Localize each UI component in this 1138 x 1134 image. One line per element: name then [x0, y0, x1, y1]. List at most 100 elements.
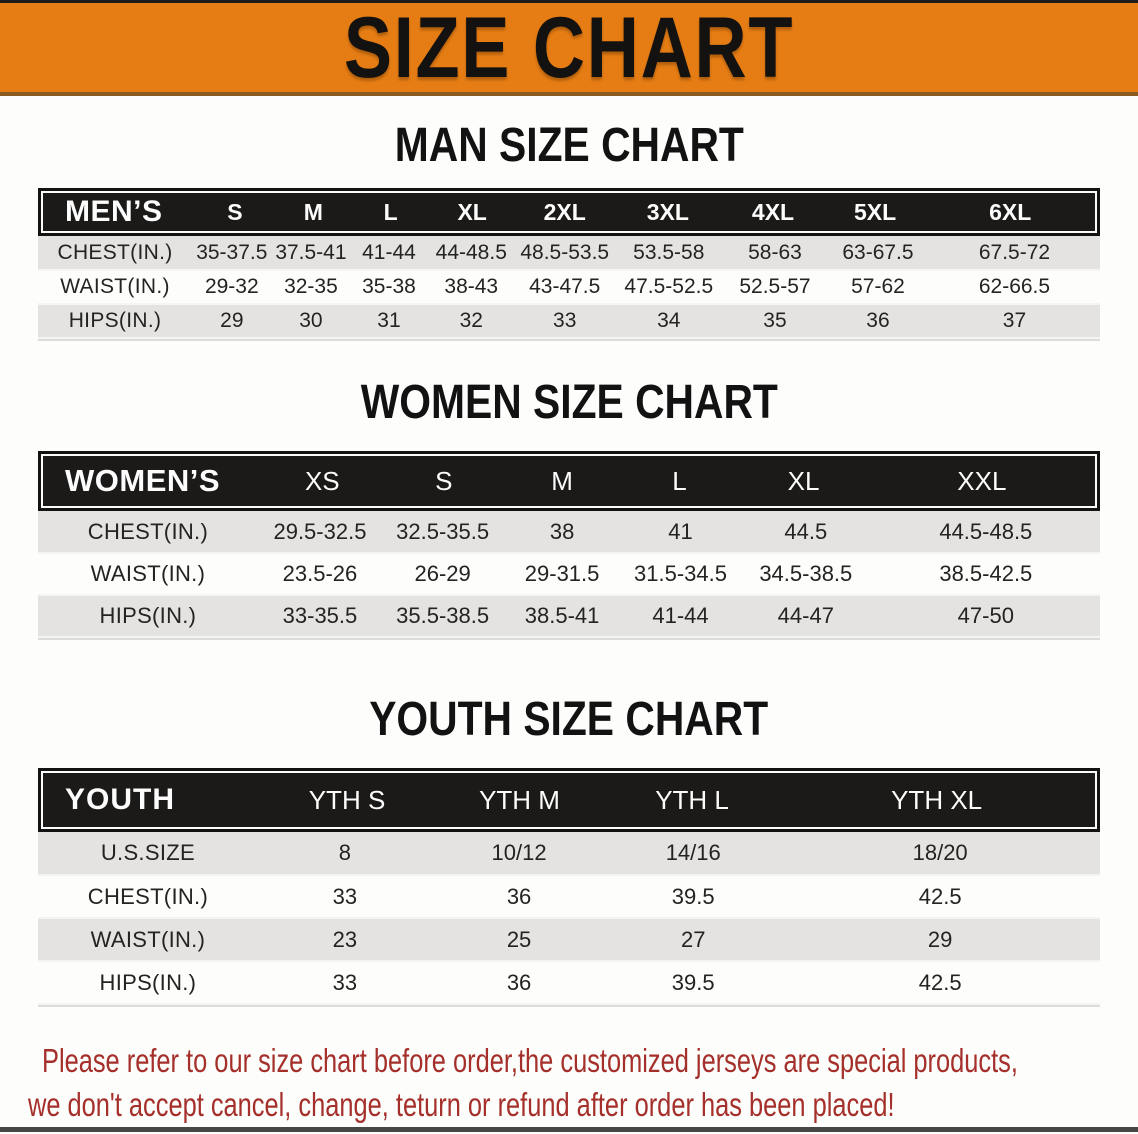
cell-value: 37	[928, 304, 1100, 338]
youth-table-row: WAIST(IN.) 23 25 27 29	[38, 918, 1100, 961]
youth-size-section: YOUTH SIZE CHART YOUTH YTH S YTH M YTH L YTH…	[0, 694, 1138, 1007]
disclaimer-line-1: Please refer to our size chart before or…	[28, 1039, 1138, 1083]
cell-value: 8	[257, 832, 432, 875]
youth-table-row: CHEST(IN.) 33 36 39.5 42.5	[38, 875, 1100, 918]
cell-value: 35-37.5	[192, 236, 272, 270]
cell-value: 44-47	[739, 595, 872, 637]
men-table-row: CHEST(IN.) 35-37.5 37.5-41 41-44 44-48.5 48.5…	[38, 236, 1100, 270]
youth-section-heading: YOUTH SIZE CHART	[0, 694, 1138, 746]
women-section-heading-text: WOMEN SIZE CHART	[360, 376, 778, 429]
youth-section-heading-text: YOUTH SIZE CHART	[369, 693, 769, 746]
cell-value: 42.5	[780, 875, 1100, 918]
women-size-column-header: XXL	[957, 465, 1007, 496]
cell-value: 36	[431, 875, 607, 918]
cell-value: 37.5-41	[271, 236, 351, 270]
cell-value: 58-63	[722, 236, 827, 270]
cell-value: 25	[431, 918, 607, 961]
cell-value: 29	[780, 918, 1100, 961]
men-size-table: MEN’S S M L XL 2XL 3XL 4XL 5XL 6XL CHEST(IN.) 35-37…	[38, 188, 1100, 341]
row-label: CHEST(IN.)	[38, 236, 192, 270]
men-table-header-row: MEN’S S M L XL 2XL 3XL 4XL 5XL 6XL	[43, 193, 1095, 231]
row-label: U.S.SIZE	[38, 832, 258, 875]
cell-value: 31	[350, 304, 428, 338]
cell-value: 44.5	[739, 511, 872, 553]
row-label: HIPS(IN.)	[38, 961, 258, 1004]
women-table-row: HIPS(IN.) 33-35.5 35.5-38.5 38.5-41 41-44 44-…	[38, 595, 1100, 637]
row-label: WAIST(IN.)	[38, 553, 258, 595]
cell-value: 38-43	[427, 270, 515, 304]
cell-value: 63-67.5	[827, 236, 929, 270]
cell-value: 67.5-72	[928, 236, 1100, 270]
cell-value: 44.5-48.5	[871, 511, 1100, 553]
men-size-section: MAN SIZE CHART MEN’S S M L XL 2XL 3XL 4XL 5XL 6XL…	[0, 120, 1138, 341]
cell-value: 35.5-38.5	[382, 595, 504, 637]
cell-value: 38	[503, 511, 622, 553]
cell-value: 38.5-42.5	[871, 553, 1100, 595]
men-size-column-header: S	[227, 198, 243, 225]
cell-value: 41	[621, 511, 740, 553]
cell-value: 39.5	[606, 961, 781, 1004]
cell-value: 36	[827, 304, 929, 338]
women-section-heading: WOMEN SIZE CHART	[0, 377, 1138, 429]
size-chart-banner: SIZE CHART	[0, 3, 1138, 96]
cell-value: 29-31.5	[503, 553, 622, 595]
disclaimer-line-1-text: Please refer to our size chart before or…	[42, 1042, 1018, 1079]
cell-value: 36	[431, 961, 607, 1004]
cell-value: 62-66.5	[928, 270, 1100, 304]
youth-table-row: HIPS(IN.) 33 36 39.5 42.5	[38, 961, 1100, 1004]
cell-value: 43-47.5	[514, 270, 615, 304]
disclaimer-line-2-text: we don't accept cancel, change, teturn o…	[28, 1086, 895, 1123]
cell-value: 41-44	[621, 595, 740, 637]
cell-value: 41-44	[350, 236, 428, 270]
men-table-row: WAIST(IN.) 29-32 32-35 35-38 38-43 43-47.5 47.…	[38, 270, 1100, 304]
women-table-row: CHEST(IN.) 29.5-32.5 32.5-35.5 38 41 44.5 44.5…	[38, 511, 1100, 553]
women-table-row: WAIST(IN.) 23.5-26 26-29 29-31.5 31.5-34.5 34…	[38, 553, 1100, 595]
banner-title: SIZE CHART	[343, 0, 795, 96]
cell-value: 33	[257, 875, 432, 918]
women-size-column-header: S	[435, 465, 453, 496]
youth-size-column-header: YTH M	[479, 784, 560, 815]
men-size-column-header: 6XL	[989, 198, 1032, 225]
row-label: HIPS(IN.)	[38, 595, 258, 637]
men-size-column-header: 5XL	[853, 198, 897, 225]
cell-value: 57-62	[827, 270, 929, 304]
cell-value: 35	[722, 304, 827, 338]
cell-value: 32.5-35.5	[382, 511, 504, 553]
men-size-column-header: M	[303, 198, 323, 225]
youth-table-header-band: YOUTH YTH S YTH M YTH L YTH XL	[38, 768, 1100, 832]
cell-value: 42.5	[780, 961, 1100, 1004]
youth-table-body: U.S.SIZE 8 10/12 14/16 18/20 CHEST(IN.) 33 36 39…	[38, 832, 1100, 1005]
cell-value: 48.5-53.5	[514, 236, 615, 270]
cell-value: 38.5-41	[503, 595, 622, 637]
men-section-heading-text: MAN SIZE CHART	[394, 119, 744, 172]
cell-value: 47.5-52.5	[614, 270, 723, 304]
cell-value: 39.5	[606, 875, 781, 918]
cell-value: 32	[427, 304, 515, 338]
women-table-header-band: WOMEN’S XS S M L XL XXL	[38, 451, 1100, 511]
cell-value: 53.5-58	[614, 236, 723, 270]
cell-value: 29	[192, 304, 272, 338]
cell-value: 33	[514, 304, 615, 338]
cell-value: 33-35.5	[257, 595, 383, 637]
women-size-table: WOMEN’S XS S M L XL XXL CHEST(IN.) 29.5-32.5 32.5…	[38, 451, 1100, 640]
cell-value: 18/20	[780, 832, 1100, 875]
youth-header-label: YOUTH	[65, 783, 175, 816]
cell-value: 32-35	[271, 270, 351, 304]
cell-value: 10/12	[431, 832, 607, 875]
cell-value: 35-38	[350, 270, 428, 304]
disclaimer-line-2: we don't accept cancel, change, teturn o…	[28, 1083, 1138, 1127]
women-table-body: CHEST(IN.) 29.5-32.5 32.5-35.5 38 41 44.5 44.5…	[38, 511, 1100, 638]
youth-table-header-row: YOUTH YTH S YTH M YTH L YTH XL	[43, 773, 1095, 827]
cell-value: 14/16	[606, 832, 781, 875]
women-size-column-header: M	[551, 465, 573, 496]
cell-value: 34	[614, 304, 723, 338]
cell-value: 27	[606, 918, 781, 961]
cell-value: 34.5-38.5	[739, 553, 872, 595]
cell-value: 47-50	[871, 595, 1100, 637]
cell-value: 33	[257, 961, 432, 1004]
men-table-header-band: MEN’S S M L XL 2XL 3XL 4XL 5XL 6XL	[38, 188, 1100, 236]
men-size-column-header: 3XL	[646, 198, 689, 225]
youth-size-table: YOUTH YTH S YTH M YTH L YTH XL U.S.SIZE 8 10/12…	[38, 768, 1100, 1007]
cell-value: 29-32	[192, 270, 272, 304]
men-table-row: HIPS(IN.) 29 30 31 32 33 34 35 36 37	[38, 304, 1100, 338]
